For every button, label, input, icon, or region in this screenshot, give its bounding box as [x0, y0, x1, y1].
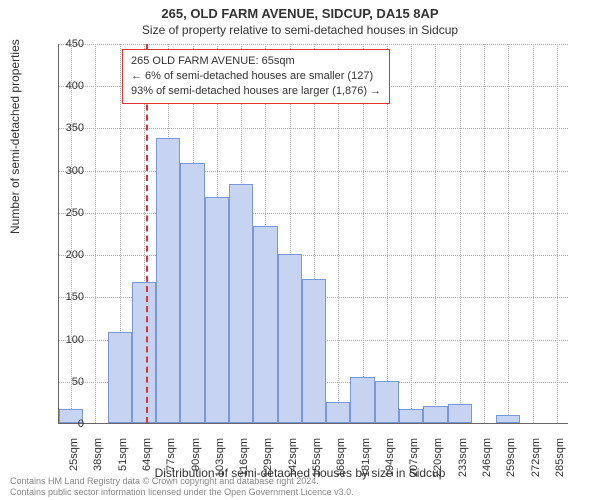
- gridline-v: [484, 44, 485, 423]
- x-tick-label: 64sqm: [141, 438, 153, 482]
- gridline-v: [533, 44, 534, 423]
- chart-title: 265, OLD FARM AVENUE, SIDCUP, DA15 8AP: [0, 0, 600, 21]
- x-tick-label: 194sqm: [384, 438, 396, 482]
- histogram-bar: [278, 254, 302, 423]
- histogram-bar: [399, 409, 423, 423]
- x-tick-label: 142sqm: [287, 438, 299, 482]
- y-tick-label: 50: [48, 376, 84, 388]
- annotation-box: 265 OLD FARM AVENUE: 65sqm← 6% of semi-d…: [122, 49, 390, 104]
- histogram-bar: [375, 381, 399, 423]
- histogram-bar: [448, 404, 472, 423]
- x-tick-label: 259sqm: [505, 438, 517, 482]
- histogram-bar: [108, 332, 132, 423]
- copyright-notice: Contains HM Land Registry data © Crown c…: [10, 476, 354, 498]
- x-tick-label: 220sqm: [432, 438, 444, 482]
- y-tick-label: 200: [48, 249, 84, 261]
- y-axis-label: Number of semi-detached properties: [8, 39, 22, 234]
- x-tick-label: 207sqm: [408, 438, 420, 482]
- histogram-bar: [423, 406, 447, 423]
- histogram-bar: [180, 163, 204, 423]
- y-tick-label: 100: [48, 334, 84, 346]
- x-tick-label: 181sqm: [360, 438, 372, 482]
- x-tick-label: 272sqm: [530, 438, 542, 482]
- y-tick-label: 450: [48, 38, 84, 50]
- chart-container: 265, OLD FARM AVENUE, SIDCUP, DA15 8AP S…: [0, 0, 600, 500]
- gridline-v: [460, 44, 461, 423]
- x-tick-label: 38sqm: [92, 438, 104, 482]
- gridline-v: [508, 44, 509, 423]
- chart-area: 265 OLD FARM AVENUE: 65sqm← 6% of semi-d…: [58, 44, 568, 424]
- x-tick-label: 233sqm: [457, 438, 469, 482]
- x-tick-label: 25sqm: [68, 438, 80, 482]
- y-tick-label: 300: [48, 165, 84, 177]
- x-tick-label: 90sqm: [190, 438, 202, 482]
- copyright-line: Contains HM Land Registry data © Crown c…: [10, 476, 354, 487]
- gridline-v: [411, 44, 412, 423]
- y-tick-label: 400: [48, 80, 84, 92]
- y-tick-label: 0: [48, 418, 84, 430]
- histogram-bar: [253, 226, 277, 423]
- x-tick-label: 246sqm: [481, 438, 493, 482]
- histogram-bar: [496, 415, 520, 423]
- histogram-bar: [229, 184, 253, 423]
- histogram-bar: [156, 138, 180, 423]
- x-tick-label: 285sqm: [554, 438, 566, 482]
- gridline-v: [435, 44, 436, 423]
- histogram-bar: [302, 279, 326, 423]
- histogram-bar: [326, 402, 350, 423]
- chart-subtitle: Size of property relative to semi-detach…: [0, 21, 600, 37]
- gridline-v: [95, 44, 96, 423]
- y-tick-label: 250: [48, 207, 84, 219]
- histogram-bar: [132, 282, 156, 423]
- x-tick-label: 77sqm: [165, 438, 177, 482]
- annotation-line: ← 6% of semi-detached houses are smaller…: [131, 69, 381, 84]
- copyright-line: Contains public sector information licen…: [10, 487, 354, 498]
- annotation-line: 93% of semi-detached houses are larger (…: [131, 84, 381, 99]
- histogram-bar: [350, 377, 374, 423]
- x-tick-label: 103sqm: [214, 438, 226, 482]
- histogram-bar: [205, 197, 229, 423]
- y-tick-label: 350: [48, 122, 84, 134]
- x-tick-label: 51sqm: [117, 438, 129, 482]
- x-tick-label: 116sqm: [238, 438, 250, 482]
- gridline-v: [71, 44, 72, 423]
- annotation-line: 265 OLD FARM AVENUE: 65sqm: [131, 54, 381, 69]
- x-tick-label: 155sqm: [311, 438, 323, 482]
- y-tick-label: 150: [48, 291, 84, 303]
- gridline-v: [557, 44, 558, 423]
- x-tick-label: 129sqm: [262, 438, 274, 482]
- x-tick-label: 168sqm: [335, 438, 347, 482]
